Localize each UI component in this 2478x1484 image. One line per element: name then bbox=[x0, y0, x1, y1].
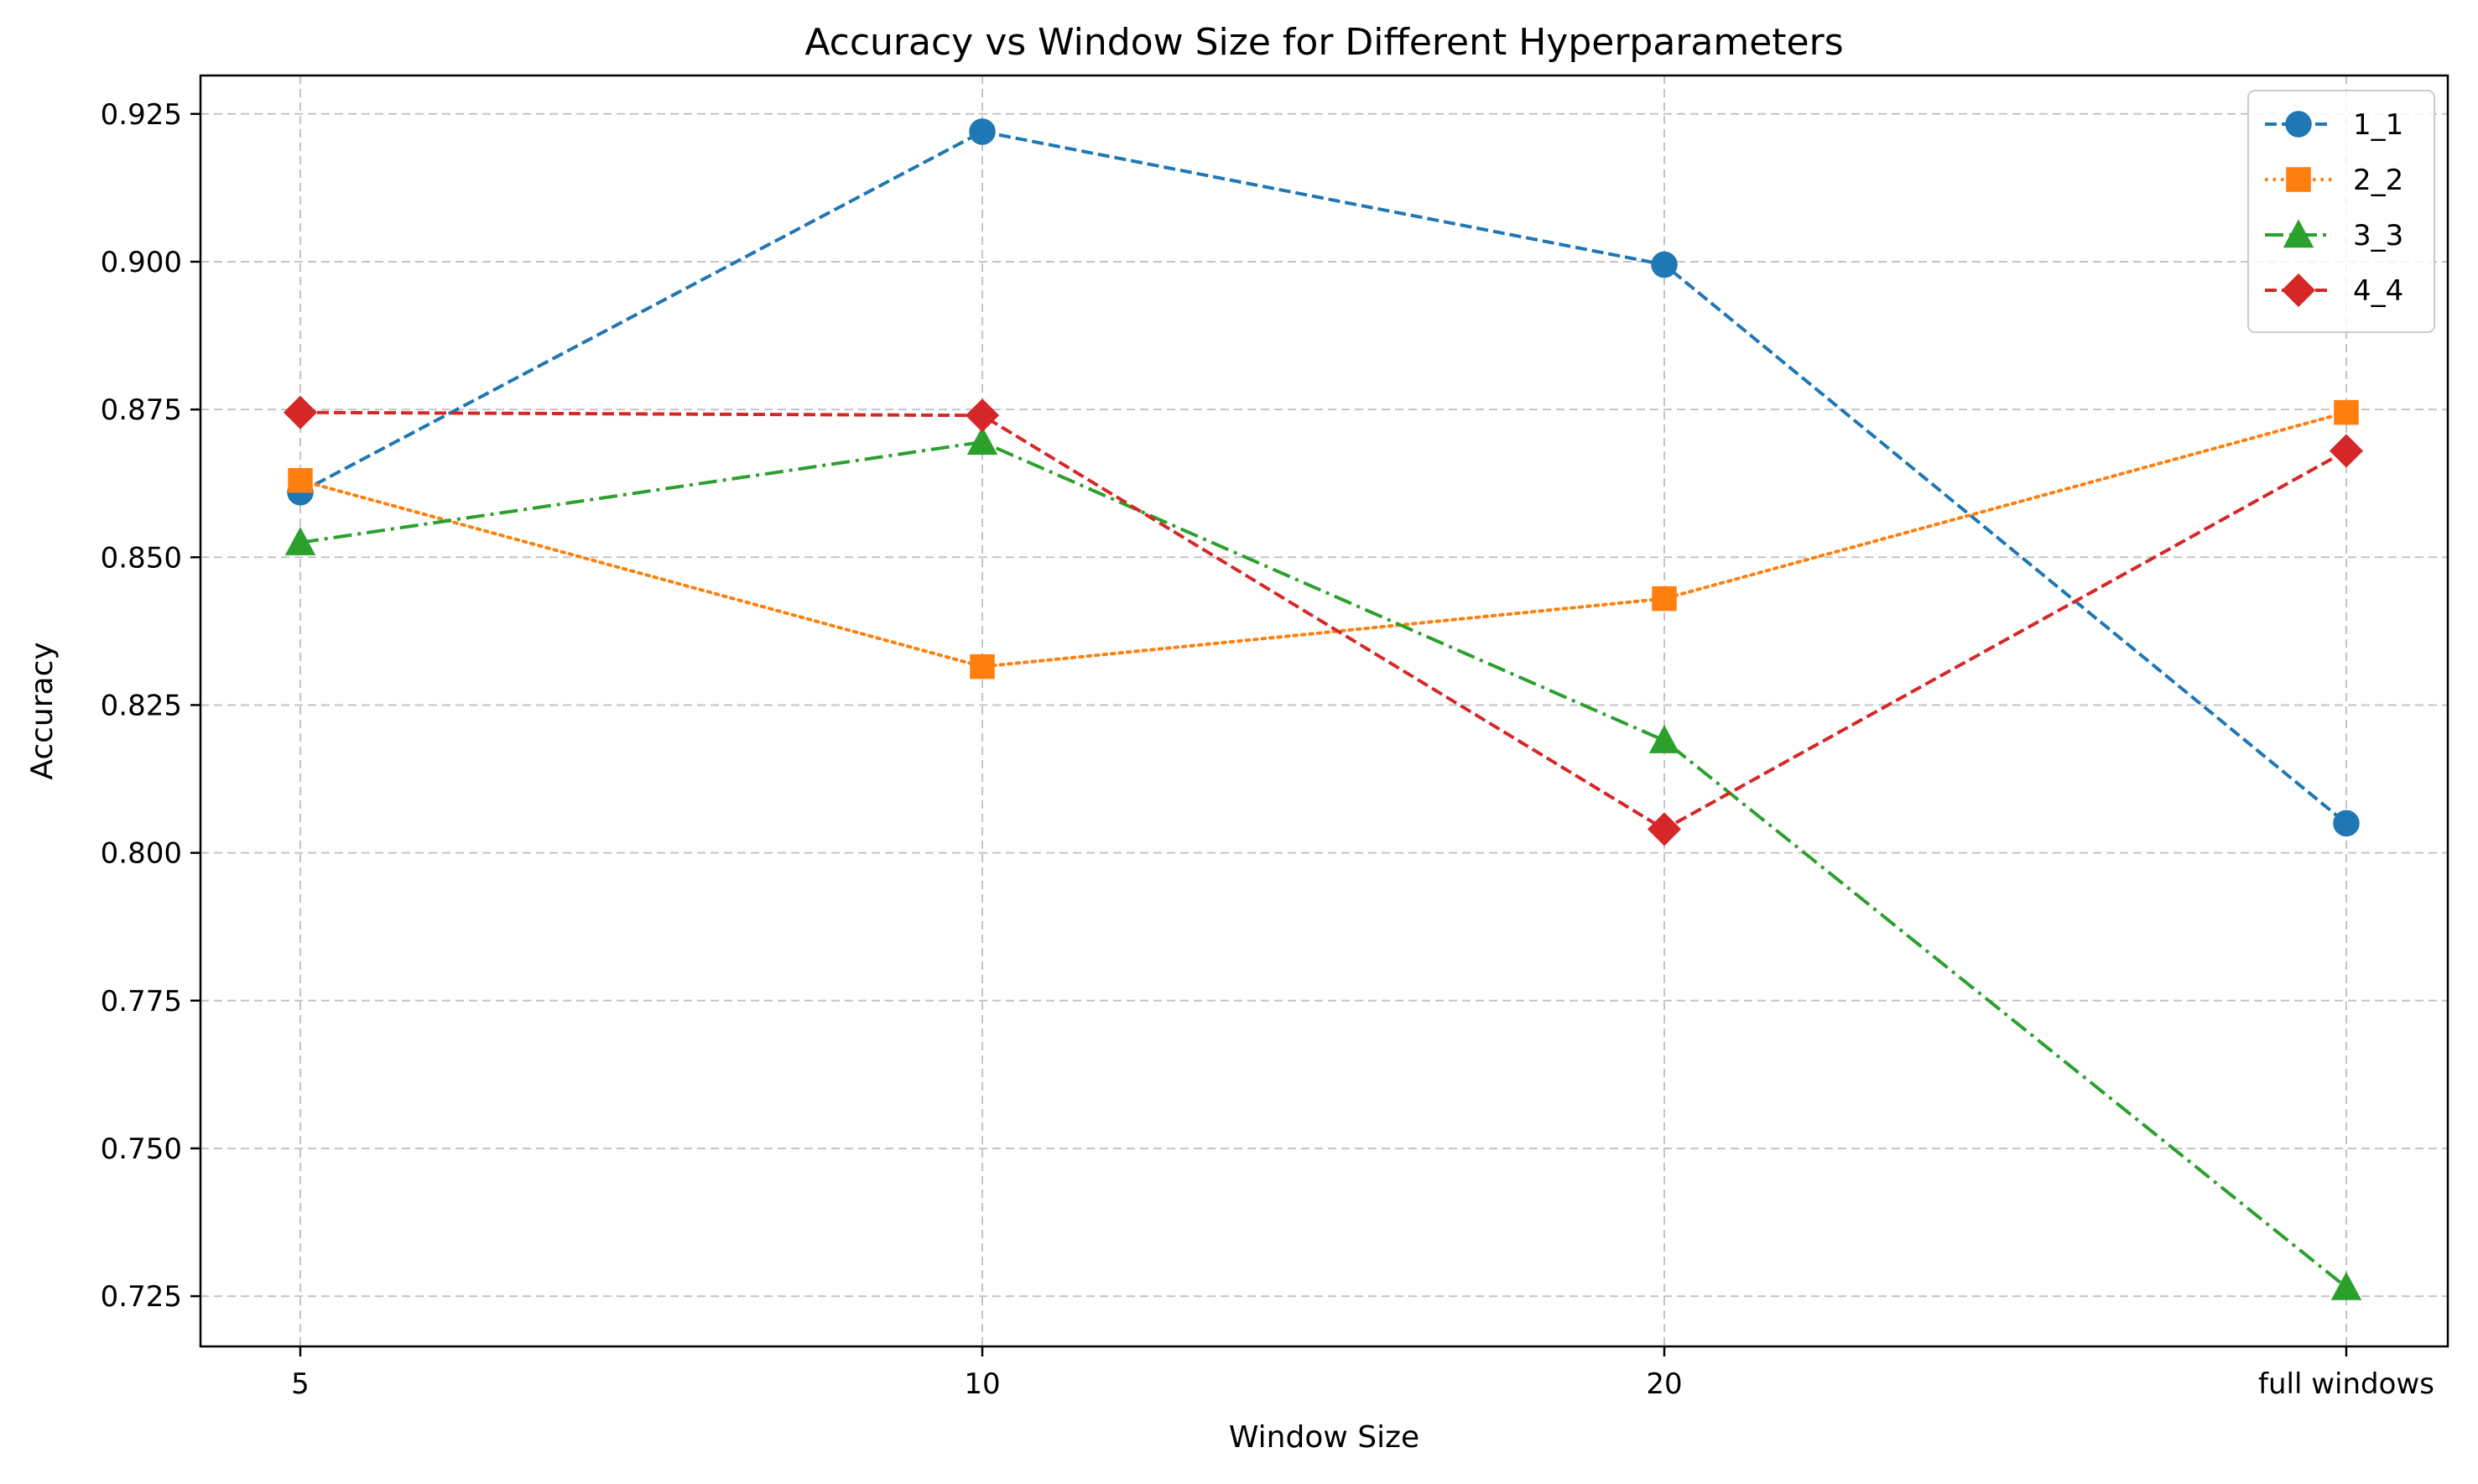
legend-marker bbox=[2283, 219, 2314, 248]
data-point-marker bbox=[970, 653, 995, 680]
series-3_3 bbox=[284, 426, 2362, 1300]
legend-item: 1_1 bbox=[2265, 108, 2403, 142]
legend-label: 2_2 bbox=[2353, 164, 2403, 197]
legend-item: 3_3 bbox=[2265, 219, 2403, 253]
y-tick-label: 0.850 bbox=[101, 541, 182, 575]
series-2_2 bbox=[288, 399, 2359, 680]
data-point-marker bbox=[1647, 812, 1682, 846]
chart-title: Accuracy vs Window Size for Different Hy… bbox=[804, 21, 1843, 64]
data-point-marker bbox=[965, 398, 1000, 433]
data-point-marker bbox=[2329, 434, 2364, 468]
series-line bbox=[299, 410, 2348, 669]
legend-marker bbox=[2285, 111, 2312, 138]
x-tick-label: 20 bbox=[1646, 1367, 1682, 1401]
x-axis-label: Window Size bbox=[1229, 1420, 1419, 1455]
legend-marker bbox=[2286, 167, 2311, 192]
data-point-marker bbox=[288, 467, 313, 493]
legend-item: 2_2 bbox=[2265, 164, 2403, 197]
legend-label: 1_1 bbox=[2353, 108, 2403, 142]
legend-box bbox=[2247, 90, 2435, 333]
x-tick-label: full windows bbox=[2258, 1367, 2434, 1401]
data-point-marker bbox=[2334, 399, 2359, 425]
data-point-marker bbox=[283, 395, 318, 430]
y-tick-label: 0.925 bbox=[101, 98, 182, 132]
y-tick-label: 0.800 bbox=[101, 837, 182, 871]
x-tick-label: 10 bbox=[964, 1367, 1000, 1401]
series-4_4 bbox=[283, 395, 2364, 846]
series-group bbox=[283, 118, 2364, 1300]
data-point-marker bbox=[2333, 810, 2360, 837]
series-line bbox=[299, 129, 2348, 825]
axis-ticks: 0.725 0.750 0.775 0.800 0.825 0.850 0.875 0.900… bbox=[101, 98, 2434, 1401]
series-line bbox=[299, 410, 2347, 831]
legend-label: 3_3 bbox=[2353, 219, 2403, 253]
data-point-marker bbox=[284, 527, 316, 555]
y-tick-label: 0.725 bbox=[101, 1280, 182, 1314]
legend-marker bbox=[2281, 273, 2316, 308]
y-tick-label: 0.875 bbox=[101, 393, 182, 427]
x-tick-label: 5 bbox=[291, 1367, 310, 1401]
grid bbox=[200, 76, 2448, 1346]
plot-frame bbox=[199, 74, 2449, 1348]
y-tick-label: 0.750 bbox=[101, 1133, 182, 1166]
y-tick-label: 0.775 bbox=[101, 985, 182, 1018]
data-point-marker bbox=[1651, 251, 1678, 279]
y-axis-label: Accuracy bbox=[25, 642, 60, 779]
series-line bbox=[299, 440, 2348, 1289]
data-point-marker bbox=[969, 118, 996, 145]
data-point-marker bbox=[966, 426, 998, 456]
legend: 1_1 2_2 3_3 4_4 bbox=[2247, 90, 2435, 333]
data-point-marker bbox=[1648, 725, 1680, 753]
y-tick-label: 0.825 bbox=[101, 689, 182, 722]
data-point-marker bbox=[1652, 586, 1677, 612]
y-tick-label: 0.900 bbox=[101, 246, 182, 279]
legend-item: 4_4 bbox=[2265, 273, 2403, 308]
data-point-marker bbox=[2330, 1271, 2362, 1300]
legend-label: 4_4 bbox=[2353, 274, 2403, 308]
